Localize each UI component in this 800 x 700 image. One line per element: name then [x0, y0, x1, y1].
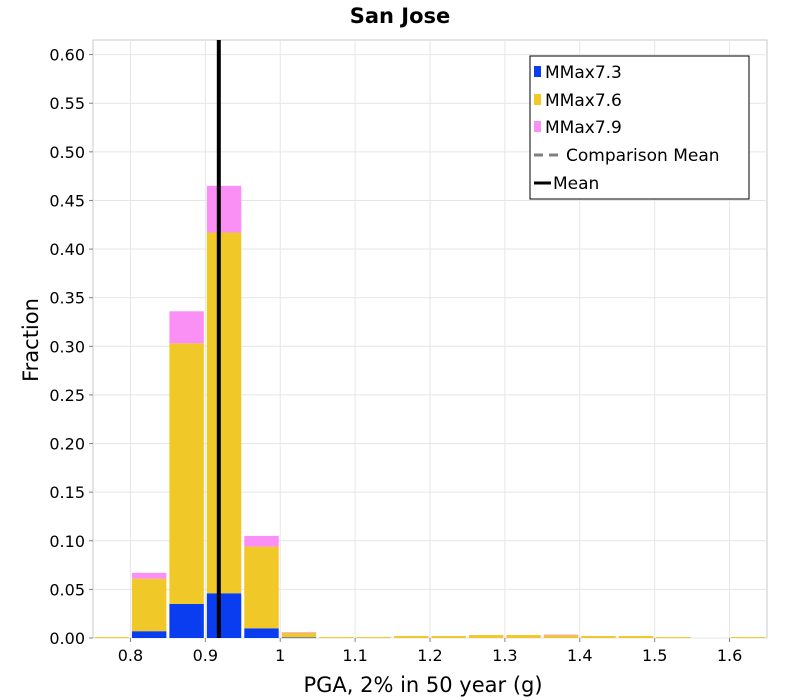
- x-axis-label: PGA, 2% in 50 year (g): [303, 673, 542, 697]
- bar-mmax7-6-bin-10: [468, 635, 504, 638]
- bar-mmax7-6-bin-3: [206, 232, 242, 594]
- legend-label-comparison-mean: Comparison Mean: [566, 146, 720, 166]
- bar-mmax7-3-bin-1: [131, 631, 167, 638]
- y-tick-label-10: 0.50: [49, 143, 85, 162]
- y-tick-label-8: 0.40: [49, 240, 85, 259]
- bar-mmax7-9-bin-2: [169, 311, 204, 344]
- bar-mmax7-6-bin-4: [244, 546, 279, 629]
- x-tick-label-4: 1.2: [417, 646, 442, 665]
- bar-mmax7-9-bin-3: [206, 185, 242, 233]
- bar-mmax7-3-bin-5: [281, 637, 317, 639]
- chart-legend: MMax7.3 MMax7.6 MMax7.9 Comparison Mean …: [529, 55, 750, 200]
- x-tick-label-7: 1.5: [642, 646, 667, 665]
- legend-label-mmax7-3: MMax7.3: [545, 63, 622, 83]
- legend-swatch-mmax7-3: [534, 66, 541, 77]
- bar-mmax7-6-bin-5: [281, 632, 317, 638]
- legend-swatch-mmax7-9: [534, 121, 541, 132]
- bar-mmax7-6-bin-1: [131, 578, 167, 632]
- bar-mmax7-3-bin-4: [244, 628, 279, 638]
- bar-mmax7-6-bin-14: [618, 636, 654, 638]
- bar-mmax7-6-bin-8: [394, 636, 429, 638]
- x-tick-label-3: 1.1: [342, 646, 367, 665]
- bar-mmax7-6-bin-6: [319, 637, 354, 638]
- x-tick-label-5: 1.3: [492, 646, 517, 665]
- bar-mmax7-3-bin-3: [206, 593, 242, 638]
- legend-label-mmax7-6: MMax7.6: [545, 91, 622, 111]
- x-axis: 0.8 0.9 1 1.1 1.2 1.3 1.4 1.5 1.6: [118, 638, 742, 665]
- bar-mmax7-6-bin-2: [169, 343, 204, 604]
- x-tick-label-1: 0.9: [193, 646, 218, 665]
- y-tick-label-5: 0.25: [49, 386, 85, 405]
- x-tick-label-0: 0.8: [118, 646, 143, 665]
- y-axis-label: Fraction: [19, 298, 43, 382]
- bar-stacks: [94, 185, 766, 639]
- bar-mmax7-6-bin-11: [506, 635, 541, 638]
- legend-label-mean: Mean: [553, 174, 599, 194]
- y-tick-label-9: 0.45: [49, 191, 85, 210]
- bar-mmax7-6-bin-0: [94, 637, 129, 638]
- bar-mmax7-6-bin-17: [731, 637, 766, 638]
- y-tick-label-11: 0.55: [49, 94, 85, 113]
- x-tick-label-2: 1: [275, 646, 285, 665]
- y-tick-label-1: 0.05: [49, 580, 85, 599]
- y-axis: 0.00 0.05 0.10 0.15 0.20 0.25 0.30 0.35 0.40 0.45…: [49, 46, 93, 648]
- y-tick-label-12: 0.60: [49, 46, 85, 65]
- legend-label-mmax7-9: MMax7.9: [545, 118, 622, 138]
- bar-mmax7-6-bin-12: [543, 635, 579, 638]
- bar-mmax7-6-bin-13: [581, 636, 616, 638]
- bar-mmax7-9-bin-5: [281, 632, 317, 633]
- chart-title: San Jose: [350, 4, 451, 28]
- legend-swatch-mmax7-6: [534, 94, 541, 105]
- bar-mmax7-9-bin-1: [131, 572, 167, 579]
- y-tick-label-6: 0.30: [49, 337, 85, 356]
- bar-mmax7-9-bin-12: [543, 634, 579, 636]
- y-tick-label-2: 0.10: [49, 532, 85, 551]
- bar-mmax7-6-bin-7: [356, 637, 392, 638]
- bar-mmax7-3-bin-2: [169, 603, 204, 638]
- y-tick-label-7: 0.35: [49, 289, 85, 308]
- bar-mmax7-6-bin-15: [656, 637, 691, 638]
- bar-mmax7-6-bin-9: [431, 636, 466, 638]
- legend-box: [529, 55, 750, 200]
- y-tick-label-0: 0.00: [49, 629, 85, 648]
- bar-mmax7-9-bin-4: [244, 535, 279, 547]
- x-tick-label-6: 1.4: [567, 646, 592, 665]
- y-tick-label-3: 0.15: [49, 483, 85, 502]
- x-tick-label-8: 1.6: [717, 646, 742, 665]
- y-tick-label-4: 0.20: [49, 435, 85, 454]
